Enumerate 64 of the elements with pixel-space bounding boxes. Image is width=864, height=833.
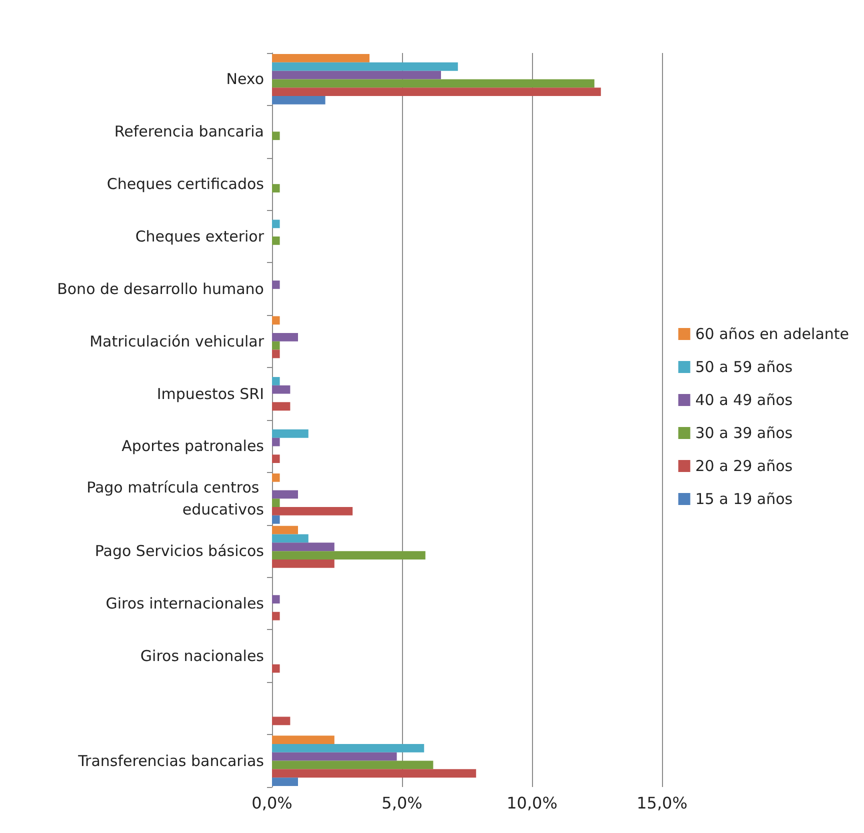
- bar: [272, 429, 308, 438]
- y-tick-label: Bono de desarrollo humano: [57, 280, 264, 298]
- legend-label: 50 a 59 años: [695, 358, 793, 376]
- bar: [272, 612, 280, 620]
- y-tick-label: Impuestos SRI: [156, 384, 264, 403]
- bar: [272, 184, 280, 192]
- bar: [272, 54, 370, 62]
- y-tick-label: Giros internacionales: [106, 594, 264, 612]
- bar: [272, 778, 298, 786]
- bar: [272, 534, 308, 543]
- bar: [272, 551, 426, 560]
- legend-label: 30 a 39 años: [695, 424, 793, 442]
- y-tick-label: Transferencias bancarias: [77, 752, 264, 770]
- bar: [272, 236, 280, 245]
- bar: [272, 507, 353, 516]
- bar: [272, 79, 594, 88]
- bar: [272, 70, 441, 80]
- legend-label: 60 años en adelante: [695, 325, 850, 343]
- y-tick-label: Pago Servicios básicos: [94, 542, 264, 560]
- y-tick-label: Referencia bancaria: [114, 122, 264, 141]
- bar: [272, 332, 298, 342]
- bar: [272, 716, 290, 726]
- legend-label: 20 a 29 años: [695, 457, 793, 475]
- bar: [272, 744, 424, 752]
- y-tick-label: Cheques certificados: [106, 175, 264, 194]
- bar: [272, 490, 298, 499]
- bar: [272, 736, 334, 744]
- bar: [272, 402, 290, 411]
- bar: [272, 473, 280, 482]
- bar: [272, 515, 280, 524]
- bar: [272, 595, 280, 604]
- x-tick-label: 15,0%: [636, 794, 688, 812]
- bar: [272, 62, 458, 71]
- bar: [272, 559, 334, 568]
- bar: [272, 542, 334, 552]
- bar: [272, 664, 280, 673]
- bar: [272, 454, 280, 463]
- bar: [272, 769, 476, 778]
- x-tick-label: 10,0%: [506, 794, 558, 812]
- legend-label: 15 a 19 años: [695, 490, 793, 508]
- bar: [272, 316, 280, 325]
- x-tick-label: 5,0%: [382, 794, 422, 812]
- y-tick-label: Giros nacionales: [140, 646, 264, 665]
- bar: [272, 526, 298, 534]
- bar: [272, 220, 280, 228]
- x-tick-label: 0,0%: [252, 794, 292, 812]
- bar: [272, 760, 434, 770]
- y-tick-label: Cheques exterior: [135, 228, 265, 246]
- legend-label: 40 a 49 años: [695, 391, 793, 409]
- bar: [272, 498, 280, 508]
- bar: [272, 280, 280, 289]
- bar: [272, 438, 280, 446]
- bar: [272, 350, 280, 358]
- bar: [272, 377, 280, 386]
- y-tick-label: Pago matrícula centros educativos: [86, 478, 264, 519]
- bar: [272, 341, 280, 350]
- y-tick-label: Aportes patronales: [122, 437, 264, 456]
- bar: [272, 96, 326, 104]
- bar: [272, 752, 397, 761]
- bar: [272, 385, 290, 394]
- y-tick-label: Nexo: [226, 70, 264, 88]
- bar: [272, 88, 601, 96]
- y-tick-label: Matriculación vehicular: [90, 332, 265, 350]
- bar: [272, 132, 280, 140]
